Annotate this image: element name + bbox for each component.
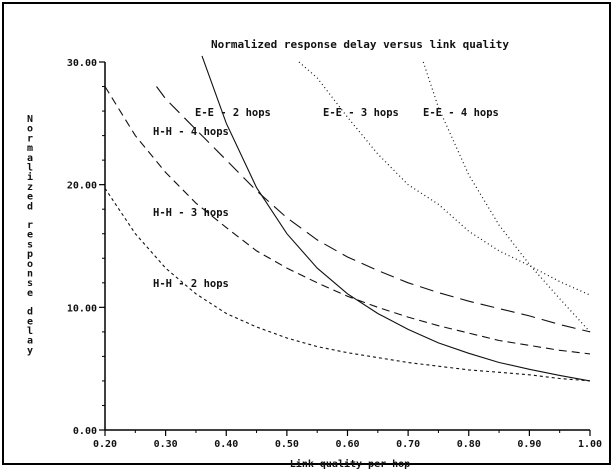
y-axis-label-char: z [27, 182, 33, 193]
y-axis-label-char: e [27, 230, 33, 241]
y-axis-label-char: y [27, 345, 33, 356]
y-axis-label-char: N [27, 114, 33, 125]
x-tick-label: 0.20 [93, 439, 117, 450]
y-axis-label-char: p [27, 249, 33, 260]
y-axis-label-char: i [27, 171, 33, 183]
y-axis-label-char: s [27, 278, 33, 289]
y-axis-label-char: o [27, 124, 33, 135]
series-label-h-h-4-hops: H-H - 4 hops [153, 126, 229, 138]
x-tick-label: 0.70 [396, 439, 420, 450]
y-axis-label-char: s [27, 239, 33, 250]
series-label-e-e-3-hops: E-E - 3 hops [323, 107, 399, 119]
y-axis-label-char: l [27, 163, 33, 174]
series-label-e-e-2-hops: E-E - 2 hops [195, 107, 271, 119]
y-axis-label-char: n [27, 269, 33, 280]
y-axis-label-char: d [27, 201, 33, 212]
series-label-h-h-3-hops: H-H - 3 hops [153, 207, 229, 219]
y-axis-label-char: m [27, 143, 33, 154]
y-tick-label: 10.00 [67, 303, 97, 314]
y-tick-label: 0.00 [73, 426, 97, 437]
y-axis-label-char: e [27, 288, 33, 299]
series-line-h-h-3-hops [104, 86, 591, 355]
series-line-h-h-4-hops [156, 86, 591, 333]
x-tick-label: 0.50 [275, 439, 299, 450]
y-axis-label-char: a [27, 336, 33, 347]
x-tick-label: 0.40 [214, 439, 238, 450]
series-line-e-e-3-hops [422, 61, 591, 333]
x-tick-label: 0.90 [517, 439, 541, 450]
y-axis-label-char: e [27, 316, 33, 327]
chart-title: Normalized response delay versus link qu… [211, 38, 509, 51]
y-axis-label-char: d [27, 307, 33, 318]
y-axis-label-char: e [27, 192, 33, 203]
y-axis-label-char: a [27, 153, 33, 164]
y-axis-label-char: r [27, 220, 33, 231]
series-line-e-e-2-hops [201, 55, 591, 382]
x-tick-label: 0.30 [154, 439, 178, 450]
series-label-h-h-2-hops: H-H - 2 hops [153, 278, 229, 290]
x-tick-label: 0.80 [457, 439, 481, 450]
series-line-h-h-2-hops [104, 187, 591, 382]
y-tick-label: 30.00 [67, 58, 97, 69]
y-axis-label-char: l [27, 326, 33, 337]
series-line-e-e-4-hops [298, 61, 591, 296]
x-tick-label: 0.60 [335, 439, 359, 450]
x-axis-label: Link quality per hop [290, 458, 410, 469]
series-label-e-e-4-hops: E-E - 4 hops [423, 107, 499, 119]
y-axis-label-char: r [27, 133, 33, 144]
x-tick-label: 1.00 [578, 439, 602, 450]
y-axis-label-char: o [27, 259, 33, 270]
y-tick-label: 20.00 [67, 181, 97, 192]
